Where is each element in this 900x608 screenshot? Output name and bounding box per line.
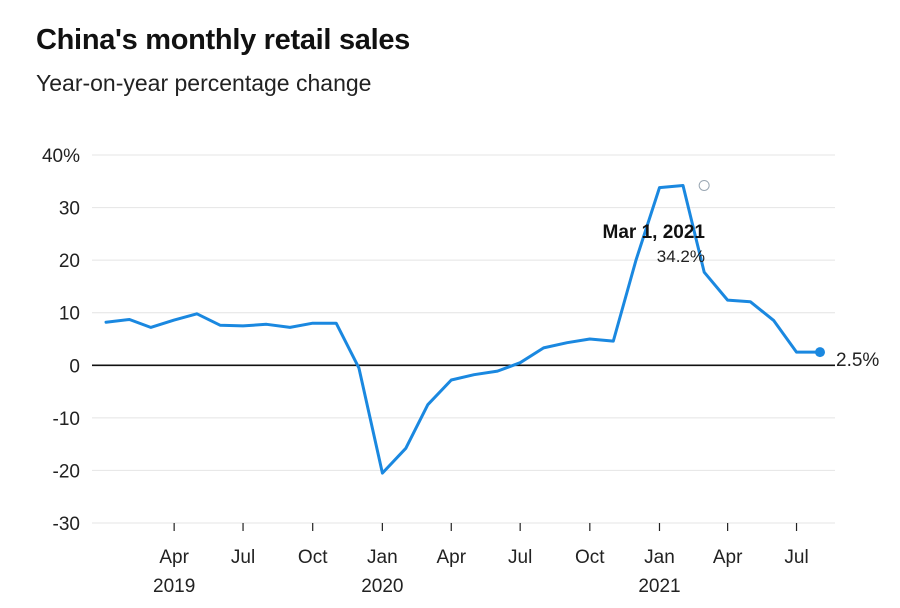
chart-title: China's monthly retail sales xyxy=(36,24,411,56)
annotation-layer: Mar 1, 2021 34.2% 2.5% xyxy=(603,222,880,371)
x-tick-label: Apr xyxy=(159,547,189,568)
x-tick-label: Apr xyxy=(436,547,466,568)
y-tick-label: -20 xyxy=(53,461,80,482)
x-tick-label: Oct xyxy=(575,547,605,568)
end-point xyxy=(815,347,825,358)
x-tick-label: Jan xyxy=(367,547,398,568)
x-axis: Apr 2019 Jul Oct Jan 2020 Apr Jul Oct Jan 2021 Apr J… xyxy=(153,523,809,597)
chart-subtitle: Year-on-year percentage change xyxy=(36,70,372,96)
y-tick-label: 0 xyxy=(69,356,80,377)
x-tick-label: Jul xyxy=(508,547,532,568)
x-year-label: 2021 xyxy=(638,576,680,597)
x-year-label: 2020 xyxy=(361,576,403,597)
x-tick-label: Jul xyxy=(784,547,808,568)
x-tick-label: Jan xyxy=(644,547,675,568)
annotation-date-label: Mar 1, 2021 xyxy=(603,222,706,243)
x-tick-label: Jul xyxy=(231,547,255,568)
gridlines xyxy=(92,154,835,524)
y-tick-label: 30 xyxy=(59,199,80,220)
x-tick-label: Oct xyxy=(298,547,328,568)
series-layer xyxy=(104,179,825,475)
annotation-value-label: 34.2% xyxy=(657,247,705,266)
series-line xyxy=(104,184,822,475)
y-tick-label: 20 xyxy=(59,251,80,272)
y-tick-label: -30 xyxy=(53,514,80,535)
y-tick-label: -10 xyxy=(53,409,80,430)
x-year-label: 2019 xyxy=(153,576,195,597)
y-tick-label: 10 xyxy=(59,304,80,325)
annotation-marker xyxy=(698,179,710,191)
end-value-label: 2.5% xyxy=(836,350,879,371)
x-tick-label: Apr xyxy=(713,547,743,568)
y-axis: 40% 30 20 10 0 -10 -20 -30 xyxy=(42,146,80,535)
y-tick-label: 40% xyxy=(42,146,80,167)
